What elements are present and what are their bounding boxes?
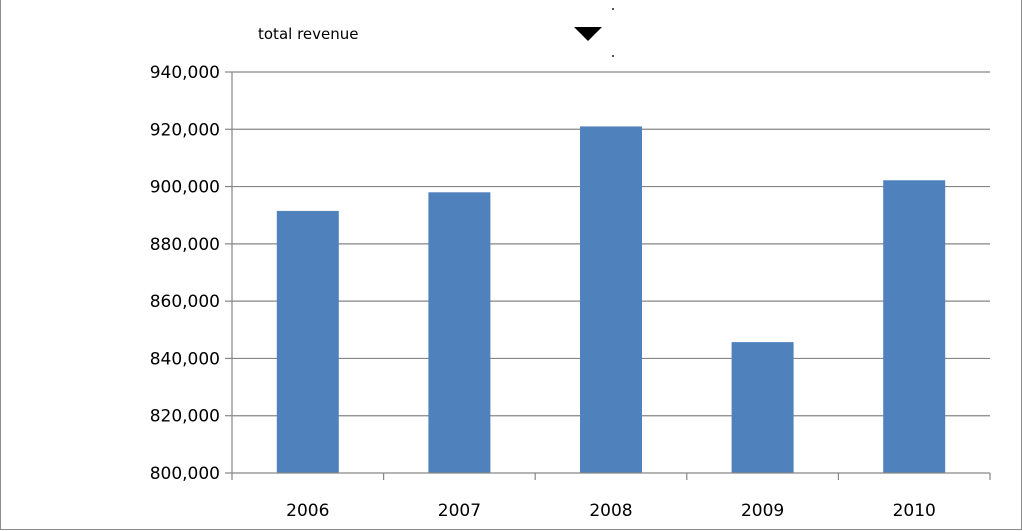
x-tick-label: 2008 — [589, 501, 632, 521]
x-tick-label: 2010 — [893, 501, 936, 521]
decorative-dot — [612, 8, 614, 10]
y-tick-label: 820,000 — [150, 407, 220, 427]
y-tick-label: 900,000 — [150, 178, 220, 198]
decorative-dot — [612, 55, 614, 57]
bar-2008[interactable] — [580, 126, 642, 474]
axes — [225, 71, 991, 480]
y-tick-label: 840,000 — [150, 349, 220, 369]
x-tick-labels: 2006 2007 2008 2009 2010 — [286, 501, 936, 521]
x-tick-label: 2007 — [438, 501, 481, 521]
bar-2009[interactable] — [731, 342, 794, 473]
y-tick-label: 920,000 — [150, 120, 220, 140]
bars — [276, 126, 946, 474]
y-tick-labels: 800,000 820,000 840,000 860,000 880,000 900,0… — [150, 63, 220, 484]
x-tick-label: 2006 — [286, 501, 329, 521]
caret-down-icon[interactable] — [573, 26, 603, 42]
pivot-field-label: total revenue — [258, 25, 359, 43]
bar-2010[interactable] — [883, 180, 946, 473]
x-tick-label: 2009 — [741, 501, 784, 521]
y-tick-label: 880,000 — [150, 235, 220, 255]
y-tick-label: 800,000 — [150, 464, 220, 484]
bar-2007[interactable] — [428, 192, 491, 474]
y-tick-label: 940,000 — [150, 63, 220, 83]
bar-2006[interactable] — [276, 210, 339, 474]
y-tick-label: 860,000 — [150, 292, 220, 312]
